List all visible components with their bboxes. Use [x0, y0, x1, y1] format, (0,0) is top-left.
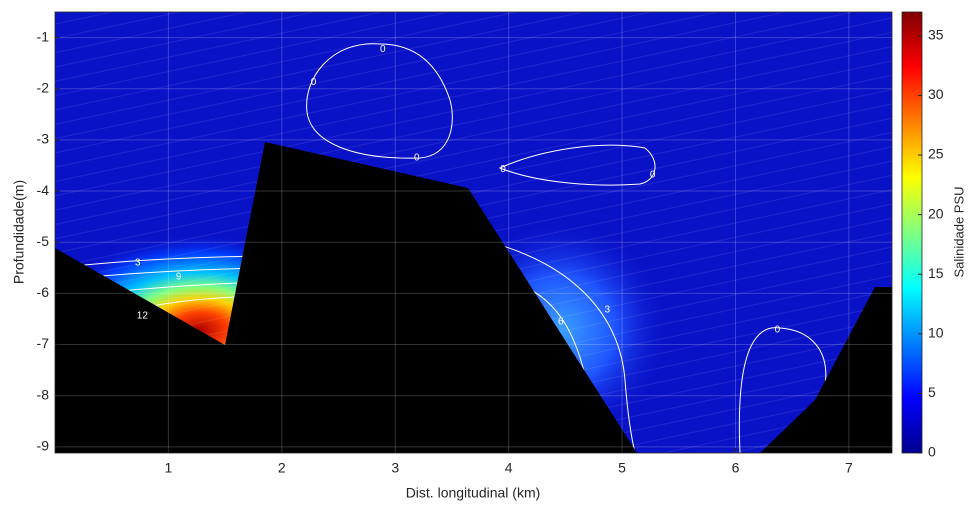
contour-label: 0: [414, 152, 420, 163]
contour-label: 9: [176, 272, 182, 283]
contour-label: 0: [775, 324, 781, 335]
y-tick-label: -5: [37, 233, 50, 249]
y-tick-label: -2: [37, 79, 50, 95]
x-tick-label: 7: [845, 460, 853, 476]
colorbar: [901, 11, 923, 454]
axes-box: [54, 11, 893, 454]
x-tick-label: 4: [505, 460, 513, 476]
bathymetry: [55, 142, 892, 453]
x-tick-label: 6: [732, 460, 740, 476]
contour-label: 3: [135, 257, 141, 268]
colorbar-tick-label: 10: [928, 325, 944, 341]
colorbar-tick-label: 0: [928, 444, 936, 460]
y-tick-label: -8: [37, 386, 50, 402]
y-tick-label: -1: [37, 28, 50, 44]
x-tick-label: 3: [391, 460, 399, 476]
x-axis-label: Dist. longitudinal (km): [406, 485, 541, 501]
y-tick-label: -6: [37, 284, 50, 300]
contour-label: 0: [380, 44, 386, 55]
colorbar-tick-label: 20: [928, 205, 944, 221]
colorbar-tick-label: 30: [928, 86, 944, 102]
x-tick-label: 2: [278, 460, 286, 476]
y-tick-label: -4: [37, 182, 50, 198]
x-tick-label: 1: [165, 460, 173, 476]
plot-area: [55, 12, 892, 453]
colorbar-tick-label: 25: [928, 146, 944, 162]
contour-label: 0: [500, 164, 506, 175]
y-axis-label: Profundidade(m): [11, 180, 27, 284]
colorbar-label: Salinidade PSU: [951, 186, 966, 277]
contour-label: 3: [605, 304, 611, 315]
colorbar-tick-label: 5: [928, 384, 936, 400]
colorbar-tick-label: 35: [928, 27, 944, 43]
y-tick-label: -3: [37, 131, 50, 147]
contour-label: 0: [650, 169, 656, 180]
y-tick-label: -7: [37, 335, 50, 351]
contour-label: 12: [137, 311, 149, 322]
x-tick-label: 5: [618, 460, 626, 476]
y-tick-label: -9: [37, 438, 50, 454]
contour-label: 6: [558, 317, 564, 328]
colorbar-tick-label: 15: [928, 265, 944, 281]
contour-label: 0: [311, 77, 317, 88]
contours: [55, 43, 827, 453]
